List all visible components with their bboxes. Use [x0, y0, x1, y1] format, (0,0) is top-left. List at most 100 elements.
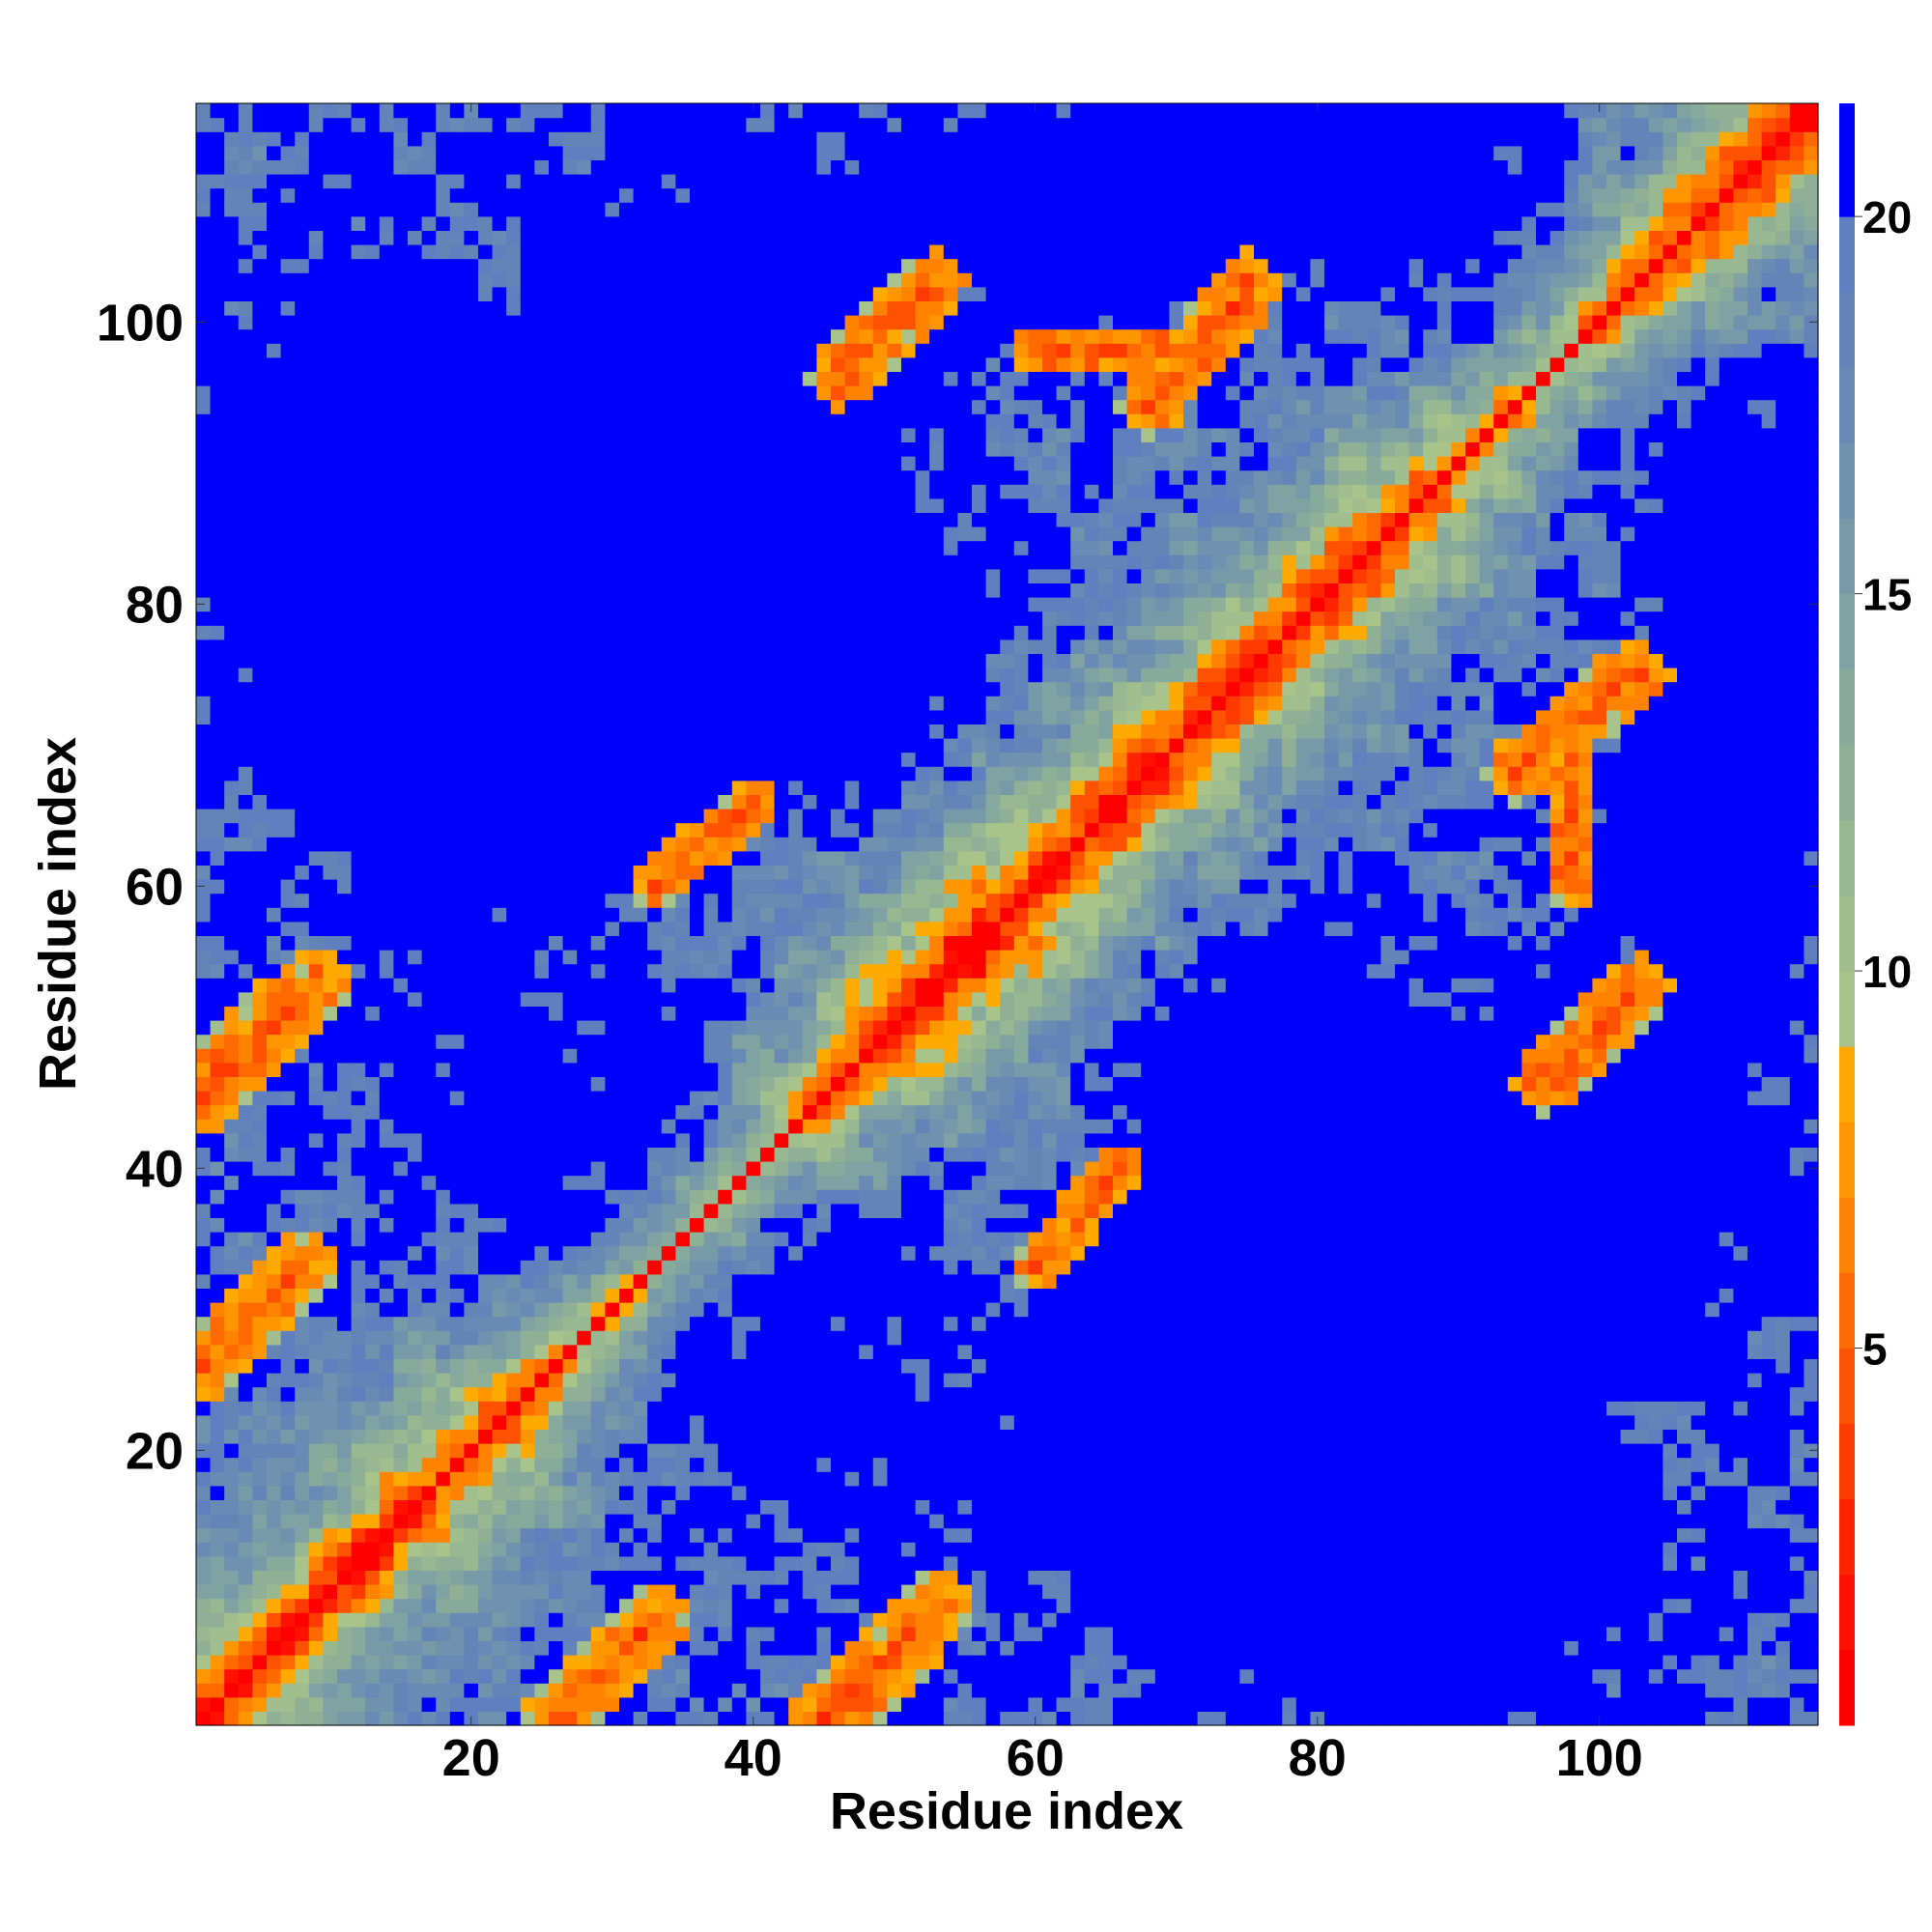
- heatmap-cell: [520, 1104, 535, 1120]
- heatmap-cell: [478, 1373, 494, 1388]
- heatmap-cell: [449, 611, 465, 626]
- heatmap-cell: [210, 1584, 225, 1600]
- heatmap-cell: [408, 117, 423, 132]
- heatmap-cell: [408, 244, 423, 260]
- heatmap-cell: [675, 497, 691, 513]
- heatmap-cell: [703, 1232, 719, 1247]
- heatmap-cell: [619, 174, 635, 189]
- heatmap-cell: [506, 1696, 522, 1712]
- heatmap-cell: [788, 1034, 804, 1049]
- heatmap-cell: [449, 1147, 465, 1162]
- heatmap-cell: [267, 497, 282, 513]
- heatmap-cell: [351, 343, 366, 358]
- heatmap-cell: [703, 1711, 719, 1726]
- heatmap-cell: [562, 343, 578, 358]
- heatmap-cell: [506, 1034, 522, 1049]
- heatmap-cell: [675, 356, 691, 372]
- heatmap-cell: [788, 1020, 804, 1036]
- heatmap-cell: [351, 1020, 366, 1036]
- heatmap-cell: [577, 709, 592, 724]
- heatmap-cell: [464, 145, 479, 160]
- heatmap-cell: [280, 554, 296, 570]
- heatmap-cell: [577, 1189, 592, 1205]
- heatmap-cell: [718, 850, 733, 866]
- heatmap-cell: [323, 1119, 338, 1134]
- heatmap-cell: [788, 1104, 804, 1120]
- heatmap-cell: [295, 202, 310, 217]
- heatmap-cell: [802, 1527, 817, 1543]
- heatmap-cell: [196, 1612, 212, 1628]
- heatmap-cell: [492, 865, 507, 880]
- heatmap-cell: [408, 1217, 423, 1233]
- heatmap-cell: [295, 244, 310, 260]
- heatmap-cell: [449, 159, 465, 175]
- heatmap-cell: [308, 1655, 324, 1670]
- heatmap-cell: [393, 1401, 409, 1416]
- heatmap-cell: [280, 300, 296, 316]
- heatmap-cell: [605, 1048, 620, 1064]
- heatmap-cell: [252, 879, 268, 895]
- heatmap-cell: [647, 1048, 663, 1064]
- heatmap-cell: [633, 1147, 648, 1162]
- heatmap-cell: [633, 1217, 648, 1233]
- heatmap-cell: [464, 809, 479, 824]
- heatmap-cell: [295, 117, 310, 132]
- heatmap-cell: [449, 1034, 465, 1049]
- heatmap-cell: [746, 469, 761, 485]
- heatmap-cell: [252, 752, 268, 767]
- heatmap-cell: [351, 1584, 366, 1600]
- heatmap-cell: [703, 1330, 719, 1346]
- heatmap-cell: [252, 1598, 268, 1613]
- heatmap-cell: [506, 794, 522, 810]
- heatmap-cell: [675, 1443, 691, 1459]
- heatmap-cell: [323, 1020, 338, 1036]
- heatmap-cell: [210, 215, 225, 231]
- heatmap-cell: [379, 850, 394, 866]
- heatmap-cell: [478, 526, 494, 542]
- heatmap-cell: [464, 1048, 479, 1064]
- heatmap-cell: [295, 159, 310, 175]
- heatmap-cell: [379, 950, 394, 965]
- heatmap-cell: [690, 1006, 705, 1021]
- heatmap-cell: [774, 286, 789, 301]
- heatmap-cell: [549, 597, 564, 612]
- heatmap-cell: [421, 315, 437, 330]
- heatmap-cell: [760, 174, 776, 189]
- heatmap-cell: [295, 1091, 310, 1106]
- heatmap-cell: [746, 963, 761, 979]
- heatmap-cell: [210, 1217, 225, 1233]
- heatmap-cell: [238, 907, 253, 923]
- heatmap-cell: [196, 215, 212, 231]
- heatmap-cell: [393, 540, 409, 555]
- heatmap-cell: [590, 1175, 606, 1190]
- heatmap-cell: [802, 1457, 817, 1472]
- heatmap-cell: [308, 1386, 324, 1402]
- heatmap-cell: [520, 611, 535, 626]
- heatmap-cell: [252, 582, 268, 598]
- heatmap-cell: [506, 286, 522, 301]
- heatmap-cell: [703, 1288, 719, 1303]
- heatmap-cell: [351, 1358, 366, 1374]
- heatmap-cell: [210, 1386, 225, 1402]
- heatmap-cell: [224, 1527, 240, 1543]
- heatmap-cell: [393, 794, 409, 810]
- heatmap-cell: [351, 1076, 366, 1092]
- heatmap-cell: [295, 653, 310, 668]
- heatmap-cell: [408, 497, 423, 513]
- heatmap-cell: [590, 187, 606, 203]
- heatmap-cell: [633, 794, 648, 810]
- heatmap-cell: [464, 413, 479, 429]
- heatmap-cell: [619, 709, 635, 724]
- heatmap-cell: [337, 1429, 353, 1444]
- heatmap-cell: [633, 1626, 648, 1641]
- heatmap-cell: [210, 103, 225, 119]
- heatmap-cell: [280, 639, 296, 654]
- heatmap-cell: [647, 554, 663, 570]
- heatmap-cell: [590, 991, 606, 1007]
- heatmap-cell: [421, 131, 437, 147]
- heatmap-cell: [506, 597, 522, 612]
- heatmap-cell: [252, 963, 268, 979]
- heatmap-cell: [619, 286, 635, 301]
- heatmap-cell: [238, 1485, 253, 1500]
- heatmap-cell: [224, 1175, 240, 1190]
